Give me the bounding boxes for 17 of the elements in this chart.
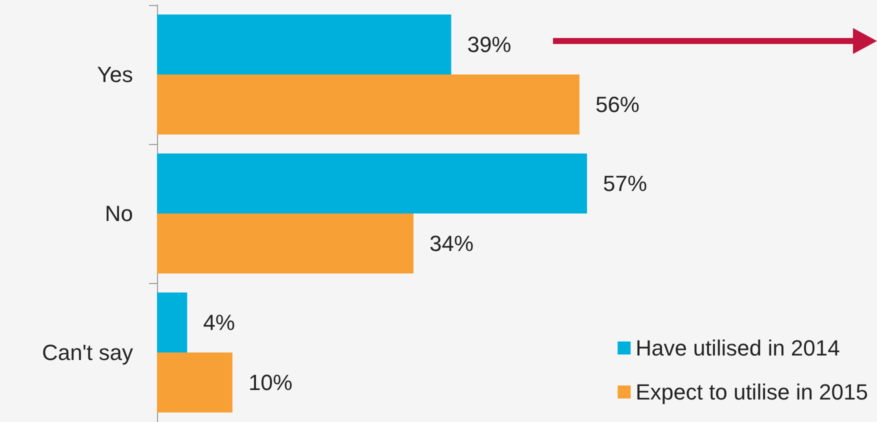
bar	[157, 14, 452, 74]
legend-label: Expect to utilise in 2015	[636, 380, 868, 404]
data-label: 4%	[203, 310, 235, 335]
data-label: 39%	[467, 32, 512, 57]
data-label: 10%	[248, 370, 292, 395]
bar	[157, 74, 580, 134]
y-tick-label: No	[104, 201, 133, 226]
data-label: 56%	[595, 92, 640, 117]
data-label: 34%	[429, 231, 474, 256]
data-label: 57%	[603, 171, 648, 196]
legend-label: Have utilised in 2014	[636, 336, 840, 360]
bar	[157, 214, 414, 274]
y-tick-label: Yes	[97, 62, 133, 87]
bar	[157, 154, 587, 214]
bar	[157, 352, 232, 412]
bar	[157, 292, 188, 352]
y-tick-label: Can't say	[42, 340, 133, 365]
